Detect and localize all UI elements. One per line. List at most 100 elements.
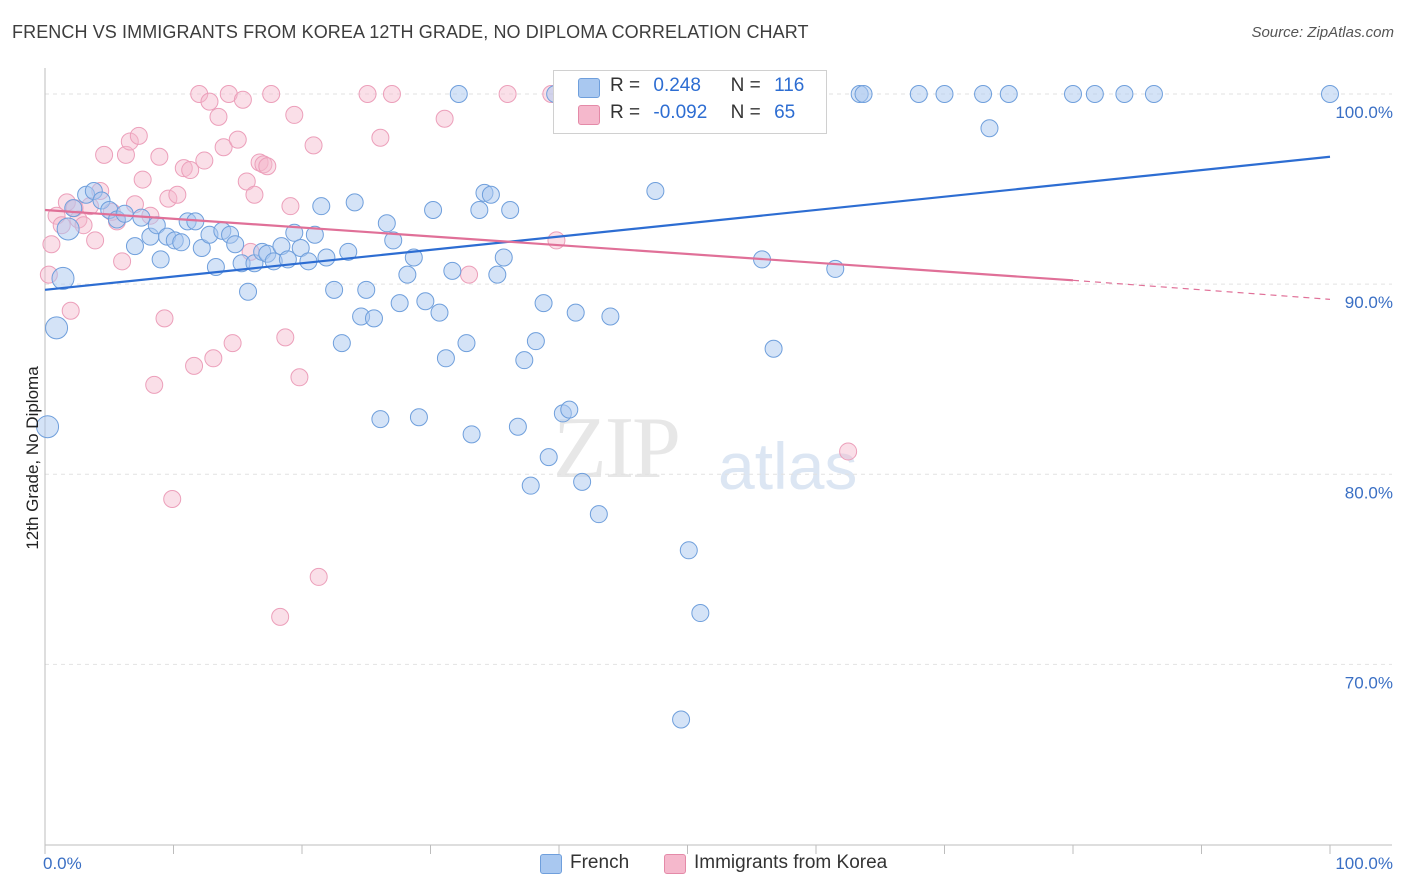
korea-point (460, 265, 479, 284)
french-point (339, 242, 358, 261)
french-swatch (578, 78, 600, 98)
french-point (481, 185, 500, 204)
french-point (404, 248, 423, 267)
french-point (371, 410, 390, 429)
french-point (854, 85, 873, 104)
n-label: N = (730, 102, 761, 123)
french-point (515, 351, 534, 370)
y-tick-label: 100.0% (1335, 103, 1393, 122)
stats-legend: R = 0.248 N = 116 R = -0.092 N = 65 (553, 70, 827, 134)
watermark-atlas: atlas (718, 429, 858, 503)
korea-point (86, 231, 105, 250)
french-point (589, 505, 608, 524)
korea-point (214, 138, 233, 157)
french-r-value: 0.248 (653, 75, 701, 96)
french-point (364, 309, 383, 328)
french-point (646, 181, 665, 200)
french-point (501, 200, 520, 219)
korea-point (181, 161, 200, 180)
korea-point (290, 368, 309, 387)
french-point (443, 261, 462, 280)
chart-title: FRENCH VS IMMIGRANTS FROM KOREA 12TH GRA… (12, 22, 809, 42)
korea-point (42, 235, 61, 254)
korea-point (190, 85, 209, 104)
french-point (424, 200, 443, 219)
korea-trend-extension (1072, 279, 1331, 300)
korea-n-value: 65 (774, 102, 796, 123)
french-point (691, 604, 710, 623)
french-point (909, 85, 928, 104)
french-trend-line (44, 155, 1331, 291)
trend-lines (44, 155, 1331, 300)
korea-point (61, 301, 80, 320)
korea-point (133, 170, 152, 189)
korea-point (258, 157, 277, 176)
korea-points (39, 85, 858, 626)
y-tick-label: 80.0% (1345, 483, 1393, 502)
korea-point (129, 126, 148, 145)
y-tick-label: 90.0% (1345, 293, 1393, 312)
french-point (332, 334, 351, 353)
y-axis-title: 12th Grade, No Diploma (23, 366, 42, 550)
french-point (398, 265, 417, 284)
korea-r-value: -0.092 (653, 102, 708, 123)
korea-point (382, 85, 401, 104)
french-point (192, 239, 211, 258)
korea-point (113, 252, 132, 271)
french-point (409, 408, 428, 427)
korea-legend-swatch (664, 854, 686, 874)
french-point (36, 415, 60, 439)
french-point (51, 266, 75, 290)
french-point (125, 237, 144, 256)
x-tick-label: 100.0% (1335, 854, 1393, 873)
french-point (151, 250, 170, 269)
french-points (36, 85, 1339, 729)
korea-point (150, 147, 169, 166)
korea-point (435, 109, 454, 128)
korea-point (285, 105, 304, 124)
korea-point (174, 159, 193, 178)
french-point (377, 214, 396, 233)
korea-point (145, 375, 164, 394)
korea-point (262, 85, 281, 104)
french-legend-swatch (540, 854, 562, 874)
korea-point (498, 85, 517, 104)
korea-trend-line (44, 208, 1074, 282)
french-point (526, 332, 545, 351)
korea-point (276, 328, 295, 347)
french-point (45, 316, 69, 340)
korea-point (200, 92, 219, 111)
korea-point (168, 185, 187, 204)
french-point (239, 282, 258, 301)
french-point (457, 334, 476, 353)
french-point (539, 448, 558, 467)
french-point (345, 193, 364, 212)
korea-point (204, 349, 223, 368)
french-point (999, 85, 1018, 104)
french-point (1064, 85, 1082, 104)
korea-point (163, 489, 182, 508)
r-label: R = (610, 102, 641, 123)
french-point (534, 294, 553, 313)
french-point (64, 199, 83, 218)
korea-point (195, 151, 214, 170)
x-tick-label: 0.0% (43, 854, 82, 873)
french-point (566, 303, 585, 322)
french-point (285, 223, 304, 242)
korea-point (233, 90, 252, 109)
korea-point (209, 107, 228, 126)
korea-point (371, 128, 390, 147)
french-point (1115, 85, 1134, 104)
french-point (226, 235, 245, 254)
french-point (679, 541, 698, 560)
korea-point (245, 185, 264, 204)
french-point (560, 400, 579, 419)
french-point (470, 200, 489, 219)
french-point (357, 280, 376, 299)
korea-point (358, 85, 377, 104)
french-point (980, 119, 999, 138)
french-point (291, 239, 310, 258)
french-point (974, 85, 993, 104)
french-legend-label: French (570, 852, 630, 873)
